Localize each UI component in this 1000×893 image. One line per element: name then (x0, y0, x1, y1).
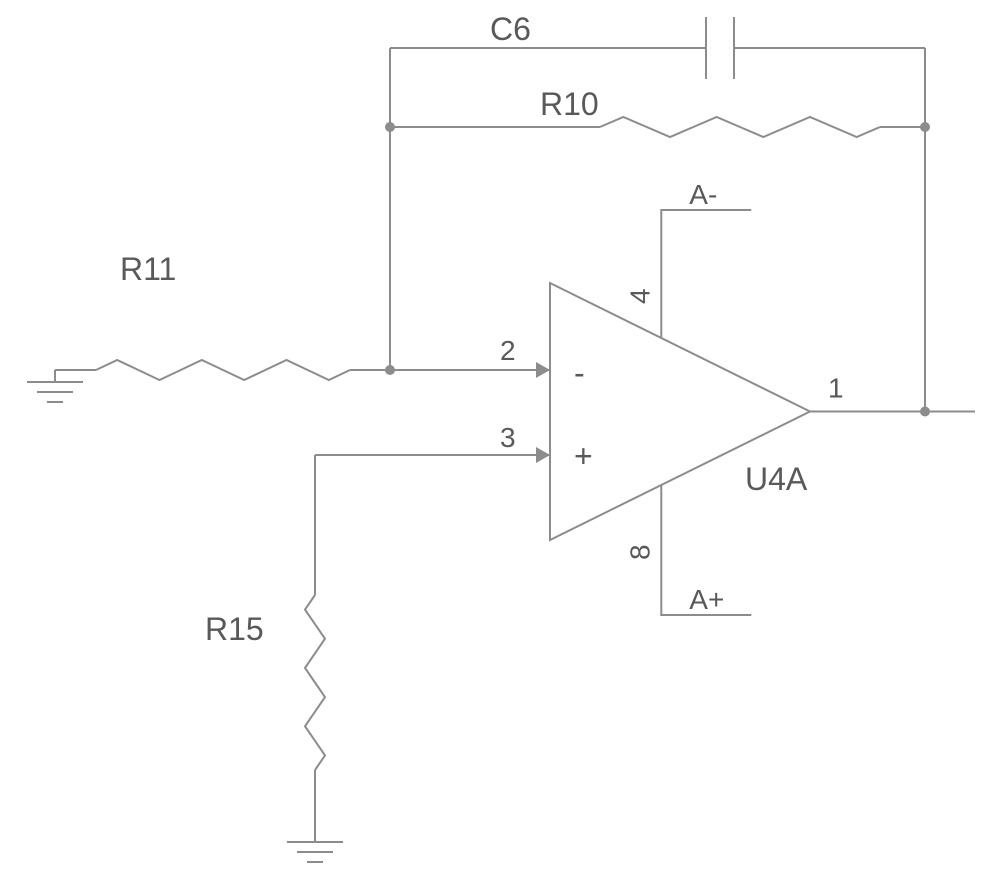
label-a-minus: A- (689, 179, 717, 210)
opamp-plus: + (574, 438, 593, 474)
pin-2: 2 (500, 335, 516, 366)
pin-1: 1 (828, 373, 844, 404)
label-r11: R11 (120, 251, 176, 287)
label-c6: C6 (490, 11, 531, 47)
label-r10: R10 (540, 86, 599, 122)
pin-8: 8 (624, 544, 655, 560)
opamp-minus: - (574, 355, 585, 391)
label-r15: R15 (205, 611, 264, 647)
label-u4a: U4A (745, 461, 808, 497)
pin-3: 3 (500, 422, 516, 453)
label-a-plus: A+ (689, 584, 724, 615)
pin-4: 4 (624, 288, 655, 304)
